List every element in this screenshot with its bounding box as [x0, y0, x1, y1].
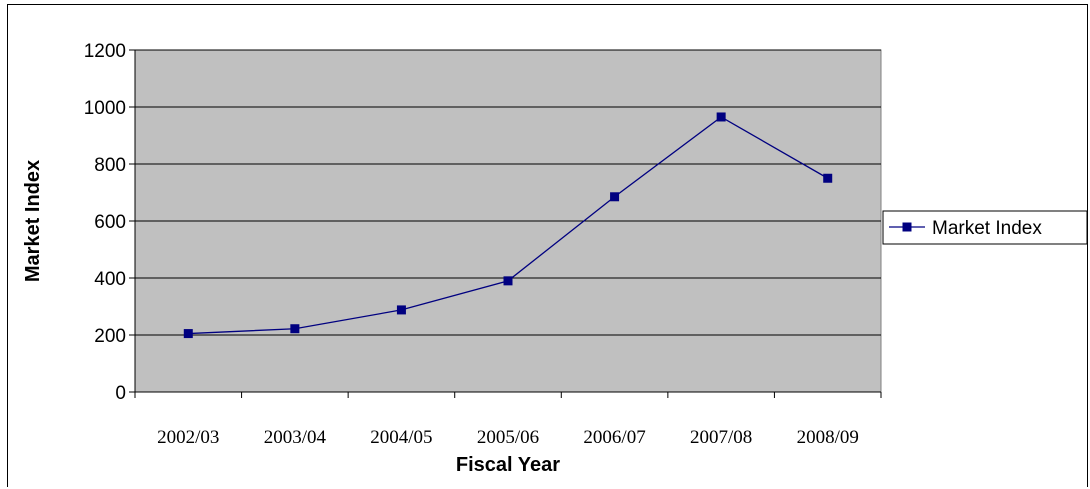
data-point-marker: [290, 324, 300, 334]
y-tick-label: 0: [115, 383, 126, 404]
data-point-marker: [610, 192, 620, 202]
legend-label: Market Index: [932, 218, 1042, 239]
y-tick-label: 1000: [84, 98, 126, 119]
x-tick-label: 2005/06: [477, 427, 539, 448]
y-tick-labels: 0 200 400 600 800 1000 1200: [84, 41, 126, 404]
y-axis-title: Market Index: [22, 160, 44, 282]
data-point-marker: [716, 112, 726, 122]
data-point-marker: [396, 305, 406, 315]
x-tick-label: 2008/09: [797, 427, 859, 448]
legend-marker: [902, 222, 912, 232]
axes: [129, 49, 882, 398]
y-tick-label: 1200: [84, 41, 126, 62]
gridlines: [135, 49, 881, 336]
data-point-marker: [503, 276, 513, 286]
y-tick-label: 800: [94, 155, 126, 176]
data-point-marker: [823, 173, 833, 183]
x-tick-labels: 2002/03 2003/04 2004/05 2005/06 2006/07 2007/…: [157, 427, 859, 448]
y-tick-label: 600: [94, 212, 126, 233]
x-tick-label: 2006/07: [583, 427, 645, 448]
series-group: [183, 112, 833, 339]
chart-frame: [7, 4, 1088, 487]
legend: Market Index: [882, 210, 1088, 245]
x-tick-label: 2002/03: [157, 427, 219, 448]
x-tick-label: 2003/04: [264, 427, 327, 448]
x-axis-title: Fiscal Year: [456, 454, 560, 476]
y-tick-label: 200: [94, 326, 126, 347]
x-tick-label: 2004/05: [370, 427, 432, 448]
data-point-marker: [183, 329, 193, 339]
y-tick-label: 400: [94, 269, 126, 290]
x-tick-label: 2007/08: [690, 427, 752, 448]
